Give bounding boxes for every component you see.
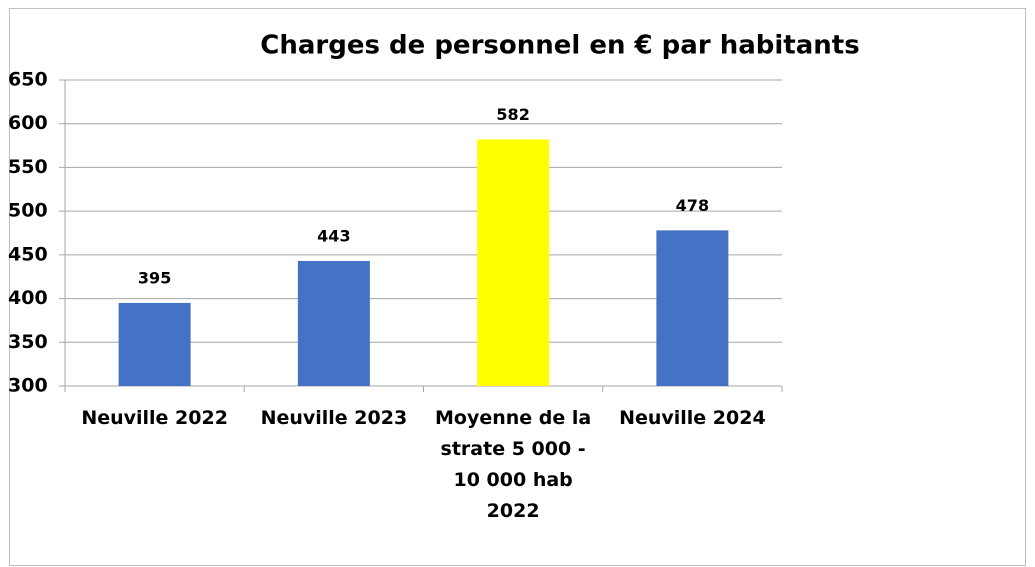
y-tick-label: 500	[8, 200, 48, 222]
x-tick-label: Neuville 2022	[81, 407, 228, 429]
bar	[297, 260, 370, 386]
x-tick-label: Neuville 2023	[260, 407, 408, 429]
data-label: 395	[138, 268, 171, 287]
y-tick-label: 400	[8, 287, 48, 309]
y-tick-label: 350	[8, 331, 48, 353]
bar	[656, 230, 729, 386]
y-tick-label: 300	[8, 375, 48, 397]
bar	[118, 302, 191, 386]
y-tick-label: 550	[8, 156, 48, 178]
bar	[477, 139, 550, 386]
x-tick-label: Neuville 2024	[619, 407, 766, 429]
x-tick-label: Moyenne de la strate 5 000 - 10 000 hab …	[435, 407, 592, 522]
y-tick-label: 450	[8, 243, 48, 265]
y-tick-label: 600	[8, 112, 48, 134]
data-label: 582	[496, 105, 529, 124]
chart-title: Charges de personnel en € par habitants	[260, 31, 859, 61]
y-tick-label: 650	[8, 69, 48, 91]
data-label: 443	[317, 226, 350, 245]
data-label: 478	[676, 196, 709, 215]
